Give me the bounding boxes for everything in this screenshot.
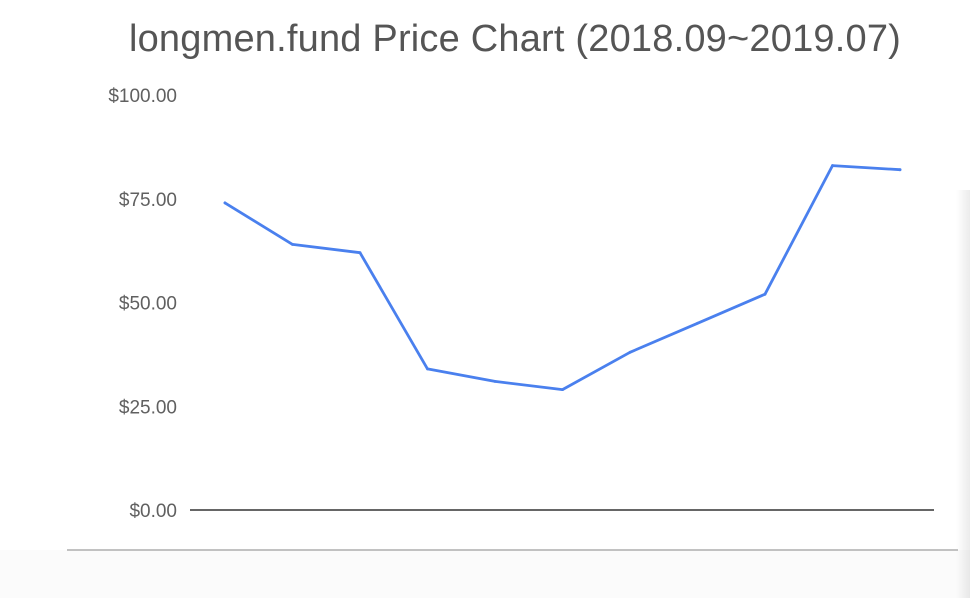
series-line (223, 164, 902, 391)
y-tick-label: $50.00 (119, 294, 177, 315)
bottom-band (0, 550, 970, 598)
y-tick-label: $100.00 (108, 86, 177, 107)
y-tick-label: $25.00 (119, 397, 177, 418)
data-point (831, 164, 834, 167)
data-point (426, 367, 429, 371)
data-point (561, 388, 564, 392)
chart-title: longmen.fund Price Chart (2018.09~2019.0… (128, 18, 902, 60)
data-point (696, 321, 699, 325)
y-tick-label: $0.00 (129, 501, 177, 522)
data-point (223, 201, 227, 205)
series-layer (223, 164, 902, 392)
data-point (493, 379, 497, 383)
data-point (898, 168, 902, 172)
data-point (628, 350, 632, 354)
data-point (358, 251, 362, 255)
data-point (291, 243, 294, 246)
y-tick-label: $75.00 (119, 190, 177, 211)
y-axis-ticks: $0.00 $25.00 $50.00 $75.00 $100.00 (108, 86, 177, 522)
right-edge-shadow (956, 190, 970, 598)
data-point (763, 292, 767, 296)
